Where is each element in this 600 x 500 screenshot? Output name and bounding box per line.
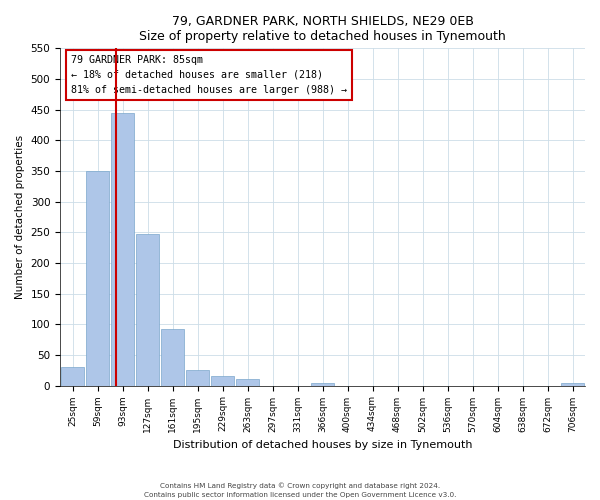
Text: Contains HM Land Registry data © Crown copyright and database right 2024.
Contai: Contains HM Land Registry data © Crown c…	[144, 482, 456, 498]
Text: 79 GARDNER PARK: 85sqm
← 18% of detached houses are smaller (218)
81% of semi-de: 79 GARDNER PARK: 85sqm ← 18% of detached…	[71, 55, 347, 94]
Bar	[161, 328, 184, 386]
Title: 79, GARDNER PARK, NORTH SHIELDS, NE29 0EB
Size of property relative to detached : 79, GARDNER PARK, NORTH SHIELDS, NE29 0E…	[139, 15, 506, 43]
Bar	[86, 171, 109, 386]
Bar	[110, 112, 134, 386]
Bar	[136, 234, 160, 386]
Bar	[61, 367, 85, 386]
Bar	[211, 376, 235, 386]
Bar	[311, 382, 334, 386]
Bar	[185, 370, 209, 386]
Bar	[236, 380, 259, 386]
X-axis label: Distribution of detached houses by size in Tynemouth: Distribution of detached houses by size …	[173, 440, 472, 450]
Y-axis label: Number of detached properties: Number of detached properties	[15, 135, 25, 299]
Bar	[560, 382, 584, 386]
